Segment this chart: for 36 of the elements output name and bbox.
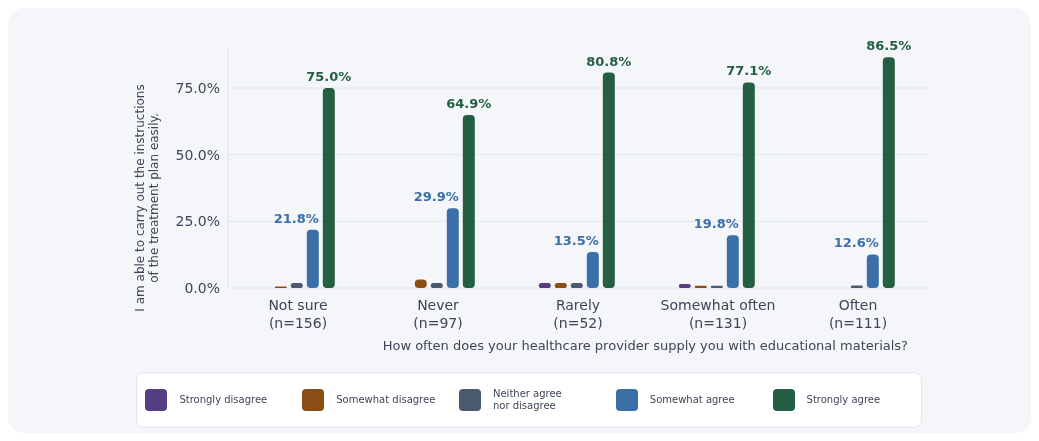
data-label: 21.8% bbox=[273, 210, 319, 226]
y-axis-title: I am able to carry out the instructions of the treatment plan easily. bbox=[133, 84, 161, 312]
x-axis-title: How often does your healthcare provider supply you with educational materials? bbox=[381, 338, 908, 353]
y-tick-label: 0.0% bbox=[184, 279, 220, 296]
bar bbox=[726, 235, 739, 288]
bar bbox=[306, 229, 319, 288]
bar bbox=[602, 72, 615, 288]
legend-label: Strongly disagree bbox=[179, 394, 268, 406]
legend-label: Strongly agree bbox=[806, 394, 881, 406]
data-label: 77.1% bbox=[726, 63, 772, 79]
data-label: 13.5% bbox=[553, 233, 599, 248]
y-tick-label: 25.0% bbox=[175, 213, 220, 230]
bar bbox=[446, 208, 459, 288]
data-label: 29.9% bbox=[413, 189, 459, 205]
bar bbox=[586, 252, 599, 288]
data-label: 80.8% bbox=[586, 53, 632, 69]
bar bbox=[462, 114, 475, 288]
x-tick-label: Never (n=97) bbox=[413, 297, 463, 331]
data-label: 86.5% bbox=[866, 38, 912, 54]
y-tick-label: 50.0% bbox=[175, 146, 220, 163]
x-tick-label: Often (n=111) bbox=[828, 297, 888, 331]
data-label: 75.0% bbox=[306, 69, 352, 84]
x-tick-label: Somewhat often (n=131) bbox=[660, 297, 776, 331]
x-tick-label: Rarely (n=52) bbox=[553, 297, 603, 331]
legend-label: Somewhat agree bbox=[649, 394, 735, 406]
bar bbox=[742, 82, 755, 288]
legend-label: Neither agree nor disagree bbox=[492, 388, 562, 412]
y-tick-label: 75.0% bbox=[175, 79, 220, 96]
bar bbox=[866, 254, 879, 288]
data-label: 12.6% bbox=[833, 235, 879, 251]
bar bbox=[322, 88, 335, 288]
x-tick-label: Not sure (n=156) bbox=[268, 297, 328, 331]
data-label: 19.8% bbox=[693, 216, 739, 232]
legend-label: Somewhat disagree bbox=[336, 394, 436, 406]
data-label: 64.9% bbox=[446, 95, 492, 111]
bar bbox=[882, 57, 895, 288]
